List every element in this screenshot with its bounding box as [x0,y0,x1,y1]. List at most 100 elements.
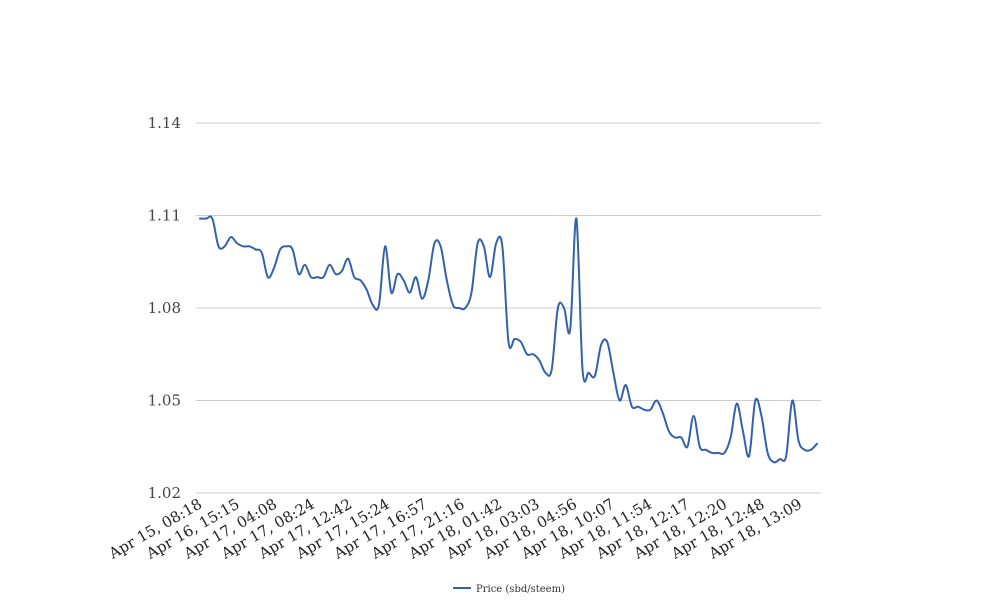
data-point [489,276,491,278]
data-point [242,245,244,247]
data-point [643,409,645,411]
data-point [674,436,676,439]
data-point [236,242,238,244]
y-tick-label: 1.14 [148,114,181,132]
data-point [662,412,664,414]
data-point [322,276,324,278]
data-point [310,276,312,278]
data-point [205,217,207,220]
data-point [810,449,812,451]
data-point [415,276,417,278]
data-point [464,307,466,309]
data-point [520,341,522,343]
data-point [779,458,781,460]
data-point [409,291,411,294]
data-point [341,270,343,272]
gridlines [196,122,821,494]
y-tick-label: 1.02 [148,484,181,502]
data-point [526,353,528,355]
data-point [581,369,584,371]
data-point [384,245,386,247]
data-point [470,291,473,294]
y-tick-label: 1.08 [148,299,181,317]
data-point [335,273,337,275]
data-point [230,236,232,238]
data-point [254,248,257,251]
data-point [347,258,349,260]
data-point [501,245,503,247]
data-point [785,455,787,457]
data-point [618,399,621,402]
data-point [495,242,497,244]
data-point [298,273,300,275]
data-point [816,443,818,445]
data-point [507,341,510,343]
data-point [693,415,695,417]
y-axis-ticks: 1.02 1.05 1.08 1.11 1.14 [148,114,181,502]
y-tick-label: 1.05 [148,392,181,410]
data-point [353,276,355,278]
data-point [797,439,800,442]
data-point [403,279,405,281]
data-point [668,430,670,432]
data-point [773,461,775,463]
y-tick-label: 1.11 [148,207,181,225]
data-point [224,245,226,247]
data-point [285,245,287,247]
data-point [273,267,275,269]
data-point [655,399,658,402]
data-point [538,359,540,362]
data-point [390,291,392,294]
data-point [483,245,485,247]
data-point [600,344,602,346]
data-point [199,217,201,220]
data-point [248,245,250,247]
data-point [446,279,448,281]
data-point [328,264,331,266]
data-point [291,248,294,251]
data-point [705,449,707,451]
data-point [711,452,713,454]
data-point [767,452,769,454]
data-point [606,341,608,343]
data-point [686,446,689,448]
data-point [637,406,639,408]
data-point [396,273,399,275]
series-points [199,217,818,463]
data-point [594,375,596,377]
data-point [804,449,806,451]
data-point [680,436,682,439]
data-point [748,455,750,457]
data-point [433,242,436,244]
data-point [211,217,213,220]
data-point [742,430,744,432]
data-point [514,338,516,340]
data-point [458,307,460,309]
data-point [575,217,577,220]
data-point [588,372,590,374]
data-point [557,307,559,309]
data-point [723,452,726,454]
data-point [279,248,281,251]
data-point [427,279,429,281]
data-point [217,245,220,247]
data-point [359,279,362,281]
data-point [699,446,701,448]
data-point [791,399,793,402]
data-point [649,409,652,411]
series-line-price [199,215,818,464]
data-point [754,399,756,402]
legend: Price (sbd/steem) [453,584,565,595]
data-point [365,288,368,291]
data-point [477,242,479,244]
data-point [261,251,263,254]
data-point [440,245,442,247]
legend-label: Price (sbd/steem) [476,584,565,595]
data-point [612,372,614,374]
data-point [532,353,534,355]
data-point [372,304,374,306]
data-point [631,406,633,408]
data-point [544,372,547,374]
